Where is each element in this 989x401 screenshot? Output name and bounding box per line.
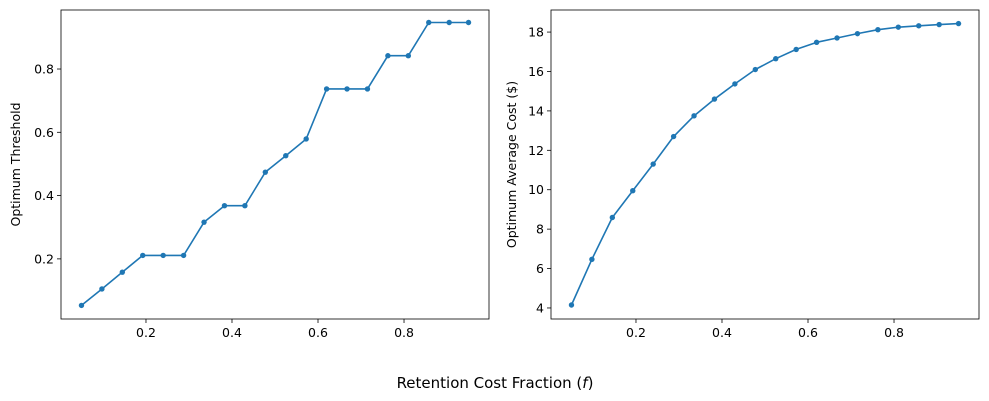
- cost-x-tick-label: 0.6: [798, 325, 818, 340]
- cost-data-point: [773, 55, 779, 62]
- threshold-x-tick-label: 0.4: [222, 325, 242, 340]
- threshold-data-point: [160, 252, 166, 259]
- cost-data-point: [895, 24, 902, 30]
- average-cost-panel: 0.2 0.4 0.6 0.8 4 6 8 10 12 14 16 18 Optimum Average…: [504, 9, 980, 340]
- threshold-data-point: [323, 86, 330, 92]
- cost-y-tick-label: 14: [528, 103, 544, 118]
- cost-y-tick-label: 12: [528, 143, 544, 158]
- cost-data-point: [589, 256, 595, 262]
- figure-xlabel: Retention Cost Fraction (f): [397, 374, 594, 392]
- threshold-y-tick-label: 0.8: [34, 62, 54, 77]
- threshold-ylabel: Optimum Threshold: [8, 103, 23, 227]
- cost-x-tick-label: 0.8: [884, 325, 904, 340]
- threshold-data-point: [426, 19, 432, 26]
- threshold-y-tick-label: 0.6: [34, 125, 54, 140]
- threshold-x-tick-label: 0.2: [136, 325, 156, 340]
- cost-axes-frame: [550, 9, 980, 320]
- cost-data-point: [609, 214, 616, 221]
- threshold-data-point: [262, 169, 269, 175]
- threshold-data-point: [99, 286, 105, 292]
- threshold-panel: 0.2 0.4 0.6 0.8 0.2 0.4 0.6 0.8 Optimum Threshol…: [8, 9, 490, 340]
- cost-data-point: [834, 35, 840, 41]
- cost-data-point: [670, 133, 677, 140]
- threshold-data-point: [119, 269, 126, 275]
- cost-ylabel: Optimum Average Cost ($): [504, 81, 519, 248]
- threshold-data-point: [242, 203, 248, 209]
- cost-data-point: [630, 188, 636, 194]
- cost-data-point: [813, 39, 820, 46]
- threshold-data-point: [385, 53, 391, 59]
- cost-x-tick-label: 0.4: [712, 325, 732, 340]
- cost-y-tick-label: 6: [536, 261, 544, 276]
- cost-data-point: [691, 113, 697, 119]
- threshold-data-point: [283, 153, 289, 159]
- threshold-data-point: [221, 203, 228, 209]
- threshold-data-point: [78, 302, 85, 309]
- cost-data-point: [793, 46, 799, 53]
- threshold-data-point: [180, 252, 187, 259]
- cost-y-tick-label: 4: [536, 300, 544, 315]
- cost-y-tick-label: 16: [528, 64, 544, 79]
- threshold-data-point: [405, 53, 412, 59]
- cost-data-point: [916, 23, 922, 29]
- threshold-data-point: [140, 252, 146, 259]
- cost-data-point: [875, 27, 881, 33]
- cost-data-point: [568, 302, 575, 308]
- cost-data-point: [650, 161, 656, 167]
- threshold-x-tick-label: 0.6: [308, 325, 328, 340]
- cost-data-point: [752, 66, 759, 73]
- threshold-x-tick-label: 0.8: [394, 325, 414, 340]
- cost-data-point: [732, 81, 738, 87]
- threshold-data-point: [364, 86, 371, 92]
- cost-data-point: [854, 30, 861, 37]
- threshold-data-point: [344, 86, 350, 92]
- threshold-data-point: [446, 19, 452, 26]
- cost-series-line: [570, 22, 959, 306]
- threshold-y-tick-label: 0.2: [34, 251, 54, 266]
- cost-data-point: [955, 20, 962, 27]
- threshold-series-line: [80, 21, 469, 307]
- cost-data-point: [936, 21, 942, 28]
- threshold-data-point: [465, 19, 472, 26]
- threshold-data-point: [201, 219, 207, 225]
- cost-data-point: [711, 96, 718, 102]
- threshold-y-tick-label: 0.4: [34, 188, 54, 203]
- cost-y-tick-label: 18: [528, 25, 544, 40]
- cost-x-tick-label: 0.2: [626, 325, 646, 340]
- cost-y-tick-label: 10: [528, 182, 544, 197]
- threshold-data-point: [303, 136, 309, 142]
- cost-y-tick-label: 8: [536, 222, 544, 237]
- threshold-axes-frame: [60, 9, 490, 320]
